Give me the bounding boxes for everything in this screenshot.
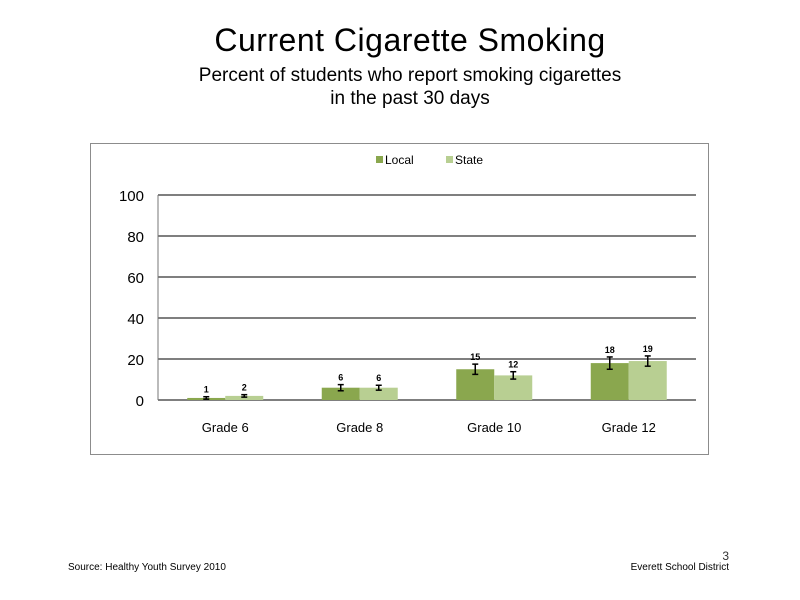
slide-title: Current Cigarette Smoking [214, 22, 606, 58]
source-note: Source: Healthy Youth Survey 2010 [68, 562, 226, 573]
x-tick-label: Grade 10 [467, 420, 521, 435]
data-label: 19 [643, 344, 653, 354]
subtitle-line-2: in the past 30 days [330, 88, 490, 109]
y-tick-label: 40 [127, 311, 144, 328]
legend-label-state: State [455, 153, 483, 167]
y-tick-label: 80 [127, 229, 144, 246]
x-tick-label: Grade 12 [602, 420, 656, 435]
data-label: 18 [605, 345, 615, 355]
x-tick-label: Grade 8 [336, 420, 383, 435]
legend-label-local: Local [385, 153, 414, 167]
data-label: 6 [338, 373, 343, 383]
bar-state [628, 361, 667, 400]
y-tick-label: 20 [127, 352, 144, 369]
bar-state [225, 395, 264, 400]
legend-swatch-state [446, 156, 453, 163]
data-label: 15 [470, 352, 480, 362]
slide-subtitle: Percent of students who report smoking c… [0, 64, 800, 110]
page-number: 3 [722, 549, 729, 563]
subtitle-line-1: Percent of students who report smoking c… [198, 65, 622, 86]
bar-local [321, 387, 360, 400]
x-tick-label: Grade 6 [202, 420, 249, 435]
y-tick-label: 100 [119, 188, 144, 205]
organization-name: Everett School District [630, 562, 729, 573]
data-label: 6 [376, 373, 381, 383]
legend-swatch-local [376, 156, 383, 163]
data-label: 1 [204, 385, 209, 395]
y-tick-label: 0 [136, 393, 144, 410]
bar-state [359, 387, 398, 400]
y-tick-label: 60 [127, 270, 144, 287]
data-label: 2 [242, 383, 247, 393]
data-label: 12 [508, 360, 518, 370]
